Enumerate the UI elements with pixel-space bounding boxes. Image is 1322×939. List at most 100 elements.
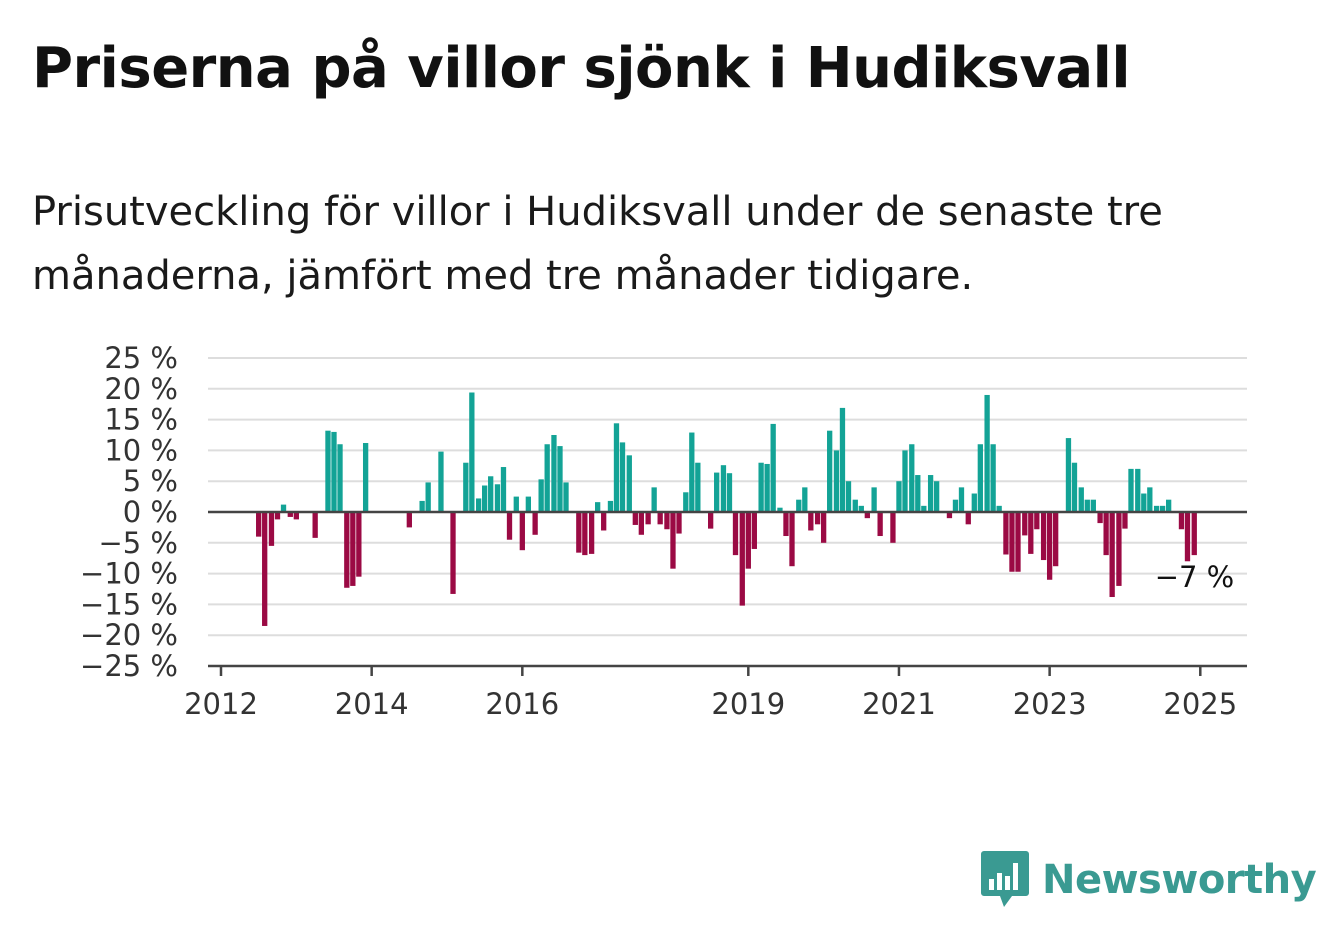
bar bbox=[732, 512, 739, 556]
bar bbox=[808, 512, 814, 531]
bar bbox=[833, 450, 840, 512]
x-tick-label: 2014 bbox=[335, 687, 409, 721]
bar bbox=[638, 512, 644, 535]
bar bbox=[1084, 499, 1090, 512]
bar bbox=[513, 496, 519, 512]
bar bbox=[488, 476, 494, 512]
bar bbox=[1103, 512, 1109, 556]
bar bbox=[664, 512, 670, 530]
bar bbox=[1015, 512, 1021, 572]
bar bbox=[1034, 512, 1040, 530]
bar bbox=[613, 423, 620, 512]
bar bbox=[871, 487, 877, 512]
bar bbox=[1141, 493, 1147, 512]
bar bbox=[977, 444, 983, 512]
bar bbox=[425, 482, 431, 512]
bar bbox=[770, 423, 776, 512]
brand-name: Newsworthy bbox=[1042, 857, 1317, 903]
bar bbox=[777, 507, 783, 512]
bar bbox=[506, 512, 513, 540]
y-tick-label: −15 % bbox=[80, 587, 178, 621]
bar bbox=[695, 462, 701, 512]
bar bbox=[971, 493, 977, 512]
y-tick-label: 20 % bbox=[104, 372, 178, 406]
bar bbox=[280, 504, 287, 512]
bar bbox=[676, 512, 682, 534]
y-tick-label: 0 % bbox=[123, 495, 178, 529]
bar bbox=[619, 442, 626, 512]
bar bbox=[1065, 438, 1072, 512]
y-axis-labels: 25 %20 %15 %10 %5 %0 %−5 %−10 %−15 %−20 … bbox=[80, 341, 178, 683]
bar bbox=[1053, 512, 1059, 567]
bar bbox=[720, 465, 727, 512]
x-tick-label: 2019 bbox=[711, 687, 785, 721]
bar bbox=[651, 487, 657, 512]
chart-subtitle: Prisutveckling för villor i Hudiksvall u… bbox=[32, 189, 1163, 299]
bar bbox=[921, 505, 927, 512]
y-tick-label: −20 % bbox=[80, 618, 178, 652]
x-tick-label: 2021 bbox=[862, 687, 936, 721]
bar bbox=[262, 512, 268, 626]
y-tick-label: −5 % bbox=[98, 526, 178, 560]
bar bbox=[350, 512, 356, 586]
bar bbox=[463, 462, 469, 512]
bar bbox=[532, 512, 538, 535]
bar bbox=[764, 463, 770, 512]
bar bbox=[356, 512, 362, 577]
bar bbox=[576, 512, 582, 553]
bar bbox=[268, 512, 275, 546]
bar bbox=[689, 432, 695, 512]
bar bbox=[544, 444, 550, 512]
bars bbox=[256, 392, 1197, 626]
bar bbox=[796, 499, 802, 512]
bar bbox=[952, 499, 959, 512]
bar bbox=[1135, 468, 1141, 512]
newsworthy-logo-icon bbox=[981, 851, 1029, 907]
bar bbox=[965, 512, 971, 525]
bar bbox=[858, 505, 864, 512]
bar bbox=[990, 444, 996, 512]
bar bbox=[1009, 512, 1015, 572]
bar bbox=[1003, 512, 1009, 555]
bar bbox=[1116, 512, 1122, 586]
bar bbox=[438, 451, 444, 512]
bar bbox=[708, 512, 714, 529]
brand-logo: Newsworthy bbox=[980, 848, 1317, 912]
bar bbox=[645, 512, 651, 525]
bar bbox=[293, 512, 299, 520]
bar bbox=[331, 431, 337, 512]
bar bbox=[839, 407, 846, 512]
bar bbox=[337, 444, 343, 512]
bar bbox=[626, 455, 632, 512]
bar bbox=[274, 512, 281, 520]
bar bbox=[714, 472, 720, 512]
bar bbox=[1078, 487, 1084, 512]
bar bbox=[312, 512, 318, 538]
bar bbox=[500, 467, 507, 512]
bar bbox=[1097, 512, 1103, 524]
bar bbox=[739, 512, 745, 606]
bar bbox=[362, 443, 369, 512]
x-tick-label: 2025 bbox=[1163, 687, 1237, 721]
x-tick-label: 2012 bbox=[184, 687, 258, 721]
y-tick-label: 25 % bbox=[104, 341, 178, 375]
bar bbox=[1128, 468, 1134, 512]
bar bbox=[607, 500, 614, 512]
bar bbox=[1028, 512, 1034, 554]
bar bbox=[551, 435, 557, 512]
bar bbox=[1159, 505, 1166, 512]
bar bbox=[1040, 512, 1047, 561]
bar bbox=[601, 512, 607, 531]
bar bbox=[996, 505, 1002, 512]
bar bbox=[683, 492, 689, 512]
bar bbox=[933, 481, 940, 512]
bar bbox=[344, 512, 350, 588]
y-tick-label: −10 % bbox=[80, 557, 178, 591]
bar bbox=[789, 512, 795, 567]
bar bbox=[588, 512, 595, 554]
y-tick-label: 10 % bbox=[104, 433, 178, 467]
bar bbox=[927, 475, 934, 512]
bar bbox=[1153, 505, 1160, 512]
bar bbox=[864, 512, 870, 519]
bar bbox=[557, 446, 563, 512]
